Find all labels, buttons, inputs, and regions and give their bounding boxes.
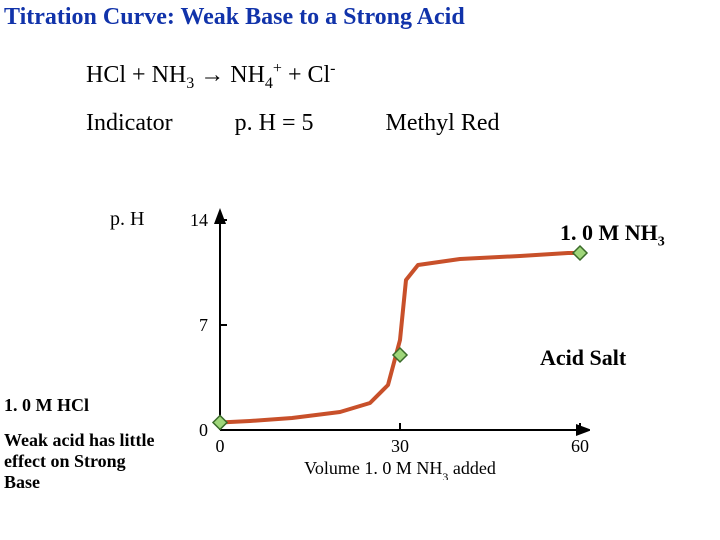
page-title: Titration Curve: Weak Base to a Strong A… bbox=[4, 4, 465, 31]
annot-weak: Weak acid has littleeffect on StrongBase bbox=[4, 430, 155, 493]
svg-text:0: 0 bbox=[216, 436, 225, 456]
svg-text:14: 14 bbox=[190, 210, 208, 230]
ph-label: p. H = 5 bbox=[235, 110, 314, 136]
indicator-line: Indicator p. H = 5 Methyl Red bbox=[86, 110, 500, 137]
equation: HCl + NH3 → NH4+ + Cl- bbox=[86, 60, 336, 93]
annot-nh3: 1. 0 M NH3 bbox=[560, 220, 665, 250]
annot-hcl: 1. 0 M HCl bbox=[4, 395, 89, 416]
annot-acidsalt: Acid Salt bbox=[540, 345, 626, 371]
indicator-name: Methyl Red bbox=[386, 110, 500, 136]
svg-text:7: 7 bbox=[199, 315, 208, 335]
svg-text:0: 0 bbox=[199, 420, 208, 440]
indicator-label: Indicator bbox=[86, 110, 173, 136]
svg-text:Volume 1. 0 M NH3 added: Volume 1. 0 M NH3 added bbox=[304, 458, 496, 480]
svg-text:60: 60 bbox=[571, 436, 589, 456]
y-axis-label: p. H bbox=[110, 208, 144, 231]
chart-svg: 0 30 60 0 7 14 Volume 1. 0 M NH3 added bbox=[170, 200, 590, 480]
svg-text:30: 30 bbox=[391, 436, 409, 456]
